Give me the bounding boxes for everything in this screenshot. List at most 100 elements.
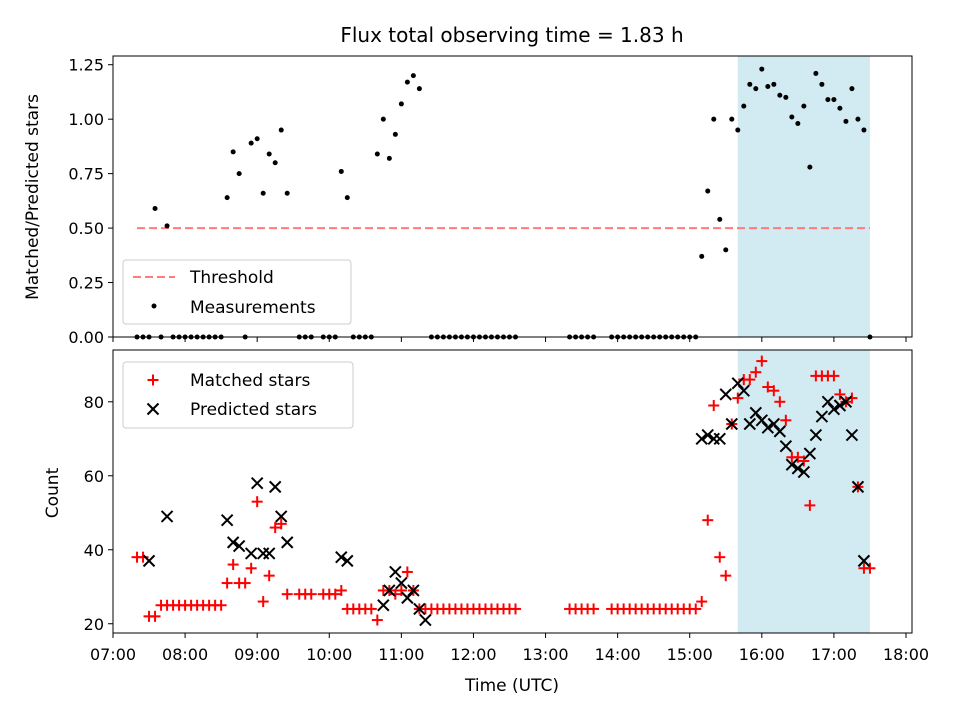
measurement-point [729, 116, 735, 122]
matched-star-marker [732, 392, 744, 404]
matched-star-marker [690, 603, 702, 615]
measurement-point [795, 121, 801, 127]
predicted-star-marker [377, 599, 390, 612]
x-tick-label: 12:00 [450, 645, 496, 664]
y-tick-label: 0.50 [68, 219, 104, 238]
matched-star-marker [510, 603, 522, 615]
predicted-star-marker [335, 550, 348, 564]
measurement-point [813, 70, 819, 76]
measurement-point [278, 127, 284, 133]
matched-stars-series [131, 355, 876, 626]
top-x-ticks [112, 337, 907, 342]
matched-star-marker [215, 599, 227, 611]
matched-star-marker [305, 588, 317, 600]
matched-star-marker [221, 577, 233, 589]
predicted-star-marker [268, 480, 282, 494]
bottom-shaded-region [737, 350, 870, 633]
measurement-point [855, 116, 861, 122]
matched-star-marker [798, 455, 810, 467]
matched-star-marker [864, 562, 876, 574]
matched-star-marker [371, 614, 383, 626]
legend-threshold-label: Threshold [189, 268, 274, 288]
matched-star-marker [792, 451, 804, 463]
predicted-star-marker [419, 613, 432, 627]
measurement-point [777, 92, 783, 98]
legend-predicted-swatch [146, 402, 160, 416]
predicted-star-marker [815, 410, 829, 423]
predicted-star-marker [803, 447, 817, 460]
top-y-axis-label: Matched/Predicted stars [23, 94, 43, 300]
predicted-star-marker [857, 554, 871, 568]
y-tick-label: 80 [84, 393, 104, 412]
measurement-point [386, 155, 392, 161]
predicted-star-marker [725, 417, 738, 431]
measurement-point [735, 127, 741, 133]
measurement-point [404, 79, 410, 85]
bottom-y-ticks: 20 40 60 80 [84, 393, 113, 634]
matched-star-marker [365, 603, 377, 615]
legend-cross-marker [146, 402, 160, 416]
x-tick-label: 11:00 [378, 645, 424, 664]
matched-star-marker [756, 355, 768, 367]
measurement-point [284, 190, 290, 196]
chart-title: Flux total observing time = 1.83 h [340, 23, 683, 47]
measurement-point [398, 101, 404, 107]
predicted-star-marker [232, 539, 246, 553]
measurement-point [236, 171, 242, 177]
measurement-point [741, 103, 747, 109]
matched-star-marker [263, 570, 275, 582]
top-panel: 0.00 0.25 0.50 0.75 1.00 1.25 Matched/Predict… [23, 55, 913, 347]
measurement-point [266, 151, 272, 157]
matched-star-marker [269, 522, 281, 534]
measurement-point [711, 116, 717, 122]
predicted-star-marker [220, 513, 234, 527]
measurement-point [723, 247, 729, 253]
x-tick-label: 17:00 [811, 645, 857, 664]
x-axis-label: Time (UTC) [464, 676, 559, 696]
measurement-point [374, 151, 380, 157]
matched-star-marker [708, 399, 720, 411]
matched-star-marker [329, 588, 341, 600]
predicted-star-marker [281, 536, 294, 549]
measurement-point [260, 190, 266, 196]
y-tick-label: 20 [84, 615, 104, 634]
legend-predicted-label: Predicted stars [190, 400, 317, 420]
top-y-ticks: 0.00 0.25 0.50 0.75 1.00 1.25 [68, 56, 113, 347]
predicted-star-marker [839, 395, 853, 408]
measurement-point [807, 164, 813, 170]
predicted-star-marker [833, 399, 847, 412]
matched-star-marker [275, 518, 287, 530]
measurement-point [152, 205, 158, 211]
measurement-point [789, 114, 795, 120]
matched-star-marker [780, 414, 792, 426]
bottom-y-axis-label: Count [43, 467, 63, 518]
predicted-star-marker [713, 432, 726, 445]
measurement-point [248, 140, 254, 146]
predicted-star-marker [407, 584, 420, 597]
measurement-point [837, 105, 843, 111]
matched-star-marker [395, 584, 407, 596]
bottom-legend: Matched stars Predicted stars [122, 361, 354, 429]
measurement-point [224, 195, 230, 201]
matched-star-marker [257, 596, 269, 608]
x-tick-label: 10:00 [306, 645, 352, 664]
bottom-axes-frame [112, 349, 913, 634]
measurement-point [272, 160, 278, 166]
top-shaded-region [737, 56, 870, 337]
legend-matched-swatch [147, 374, 159, 386]
y-tick-label: 60 [84, 467, 104, 486]
measurement-point [254, 136, 260, 142]
measurement-point [164, 223, 170, 229]
y-tick-label: 0.75 [68, 165, 104, 184]
predicted-star-marker [142, 554, 156, 568]
measurement-point [392, 131, 398, 137]
predicted-star-marker [695, 432, 708, 445]
x-tick-label: 16:00 [739, 645, 785, 664]
matched-star-marker [401, 566, 413, 578]
matched-star-marker [251, 496, 263, 508]
y-tick-label: 1.00 [68, 110, 104, 129]
matched-star-marker [762, 381, 774, 393]
x-tick-label: 08:00 [162, 645, 208, 664]
predicted-star-marker [701, 428, 714, 442]
